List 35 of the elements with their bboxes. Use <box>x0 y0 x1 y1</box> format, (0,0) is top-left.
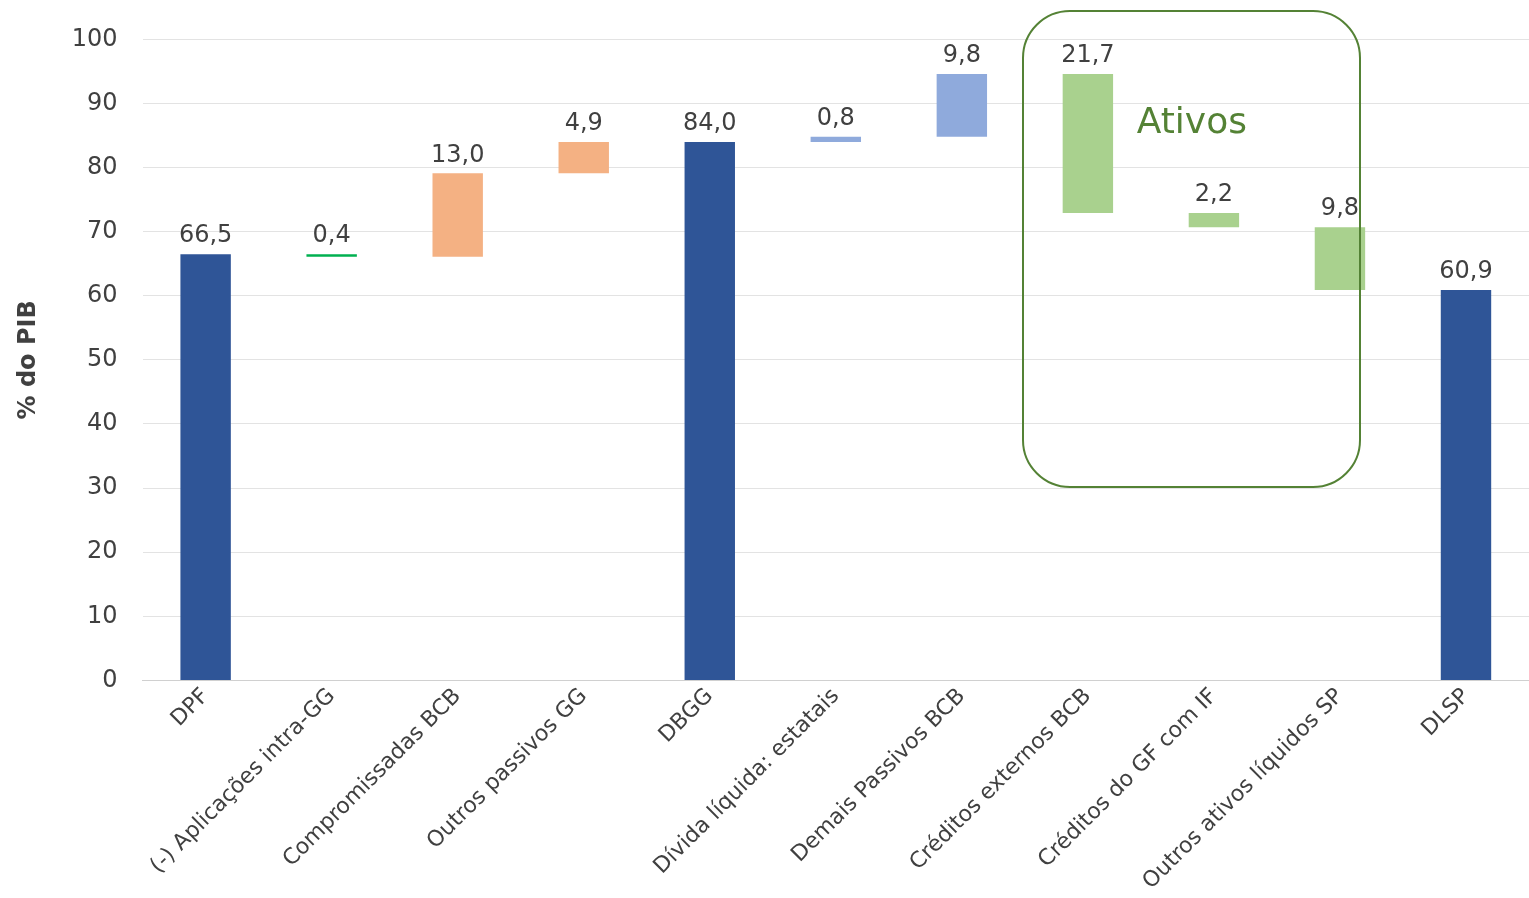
y-tick-label: 0 <box>102 664 118 693</box>
bar <box>1188 213 1240 228</box>
bar <box>1062 74 1114 214</box>
y-tick-label: 90 <box>87 87 118 116</box>
bar <box>558 141 609 174</box>
data-label: 2,2 <box>1194 179 1233 208</box>
y-tick-label: 100 <box>71 23 118 52</box>
bar <box>684 141 735 680</box>
bar <box>1314 227 1366 291</box>
data-label: 60,9 <box>1439 256 1493 285</box>
y-tick-label: 50 <box>87 344 118 373</box>
y-tick-label: 80 <box>87 151 118 180</box>
y-tick-label: 30 <box>87 472 118 501</box>
y-axis-title: % do PIB <box>12 300 41 420</box>
bar <box>180 254 231 680</box>
data-label: 84,0 <box>683 108 737 137</box>
data-label: 66,5 <box>178 220 233 249</box>
y-tick-label: 70 <box>87 215 118 244</box>
data-label: 0,8 <box>816 103 855 132</box>
data-label: 0,4 <box>312 220 351 249</box>
bar <box>1440 290 1492 680</box>
data-label: 13,0 <box>430 139 485 168</box>
y-tick-label: 10 <box>87 600 118 629</box>
y-tick-label: 60 <box>87 280 118 309</box>
data-label: 21,7 <box>1061 40 1115 69</box>
bar <box>810 136 862 142</box>
y-tick-label: 40 <box>87 408 118 437</box>
bar <box>432 173 483 257</box>
annotation: Ativos <box>1136 100 1247 141</box>
bar <box>306 254 357 257</box>
bar <box>936 74 988 137</box>
data-label: 9,8 <box>1320 193 1360 222</box>
data-label: 9,8 <box>942 40 981 69</box>
y-tick-label: 20 <box>87 536 118 565</box>
data-label: 4,9 <box>564 108 603 137</box>
